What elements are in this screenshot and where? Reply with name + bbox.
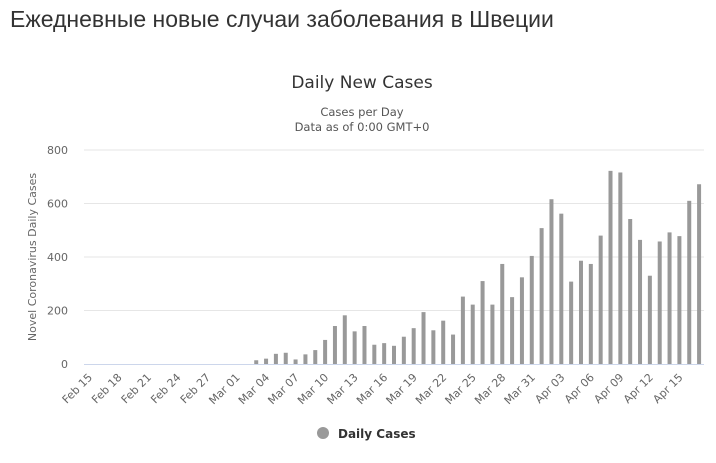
x-tick-label: Mar 13 — [325, 371, 361, 407]
x-tick-label: Apr 06 — [562, 371, 597, 406]
y-axis-ticks: 0 200 400 600 800 — [47, 144, 68, 371]
bar[interactable] — [500, 263, 505, 364]
x-tick-label: Feb 24 — [148, 371, 183, 406]
bar[interactable] — [667, 232, 672, 364]
bar[interactable] — [382, 343, 387, 364]
bar[interactable] — [608, 170, 613, 364]
bar[interactable] — [421, 312, 426, 364]
bar[interactable] — [490, 304, 495, 364]
x-tick-label: Feb 21 — [119, 371, 154, 406]
x-tick-label: Apr 03 — [532, 371, 567, 406]
x-tick-label: Mar 25 — [443, 371, 479, 407]
bar[interactable] — [628, 219, 633, 364]
bar[interactable] — [519, 277, 524, 364]
x-tick-label: Mar 22 — [413, 371, 449, 407]
bar[interactable] — [313, 350, 318, 364]
bar[interactable] — [470, 304, 475, 364]
bar[interactable] — [273, 353, 278, 364]
x-tick-label: Mar 04 — [236, 371, 272, 407]
bar[interactable] — [549, 199, 554, 364]
bar[interactable] — [677, 236, 682, 364]
x-tick-label: Mar 10 — [295, 371, 331, 407]
bar[interactable] — [588, 263, 593, 364]
y-tick-label: 0 — [61, 358, 68, 371]
x-tick-label: Feb 18 — [89, 371, 124, 406]
bar[interactable] — [539, 228, 544, 364]
y-tick-label: 400 — [47, 251, 68, 264]
bar[interactable] — [510, 297, 515, 364]
bar[interactable] — [647, 275, 652, 364]
legend-label[interactable]: Daily Cases — [338, 427, 416, 441]
x-tick-label: Feb 27 — [178, 371, 213, 406]
bar[interactable] — [559, 213, 564, 364]
x-tick-label: Apr 12 — [621, 371, 656, 406]
bar[interactable] — [303, 354, 308, 364]
x-tick-label: Mar 31 — [502, 371, 538, 407]
bar-series — [254, 170, 702, 364]
y-tick-label: 800 — [47, 144, 68, 157]
bar[interactable] — [451, 334, 456, 364]
bar[interactable] — [441, 320, 446, 364]
bar[interactable] — [618, 172, 623, 364]
bar[interactable] — [687, 200, 692, 364]
y-tick-label: 600 — [47, 198, 68, 211]
x-tick-label: Feb 15 — [60, 371, 95, 406]
x-tick-label: Mar 16 — [354, 371, 390, 407]
bar[interactable] — [569, 281, 574, 364]
x-tick-label: Mar 07 — [265, 371, 301, 407]
bar[interactable] — [657, 241, 662, 364]
x-tick-label: Mar 19 — [384, 371, 420, 407]
bar[interactable] — [460, 296, 465, 364]
x-tick-label: Apr 09 — [591, 371, 626, 406]
chart-subtitle-date: Data as of 0:00 GMT+0 — [295, 120, 430, 134]
x-tick-label: Apr 15 — [650, 371, 685, 406]
bar[interactable] — [638, 239, 643, 364]
bar[interactable] — [598, 235, 603, 364]
bar[interactable] — [323, 339, 328, 364]
page-title: Ежедневные новые случаи заболевания в Шв… — [10, 6, 554, 32]
bar[interactable] — [254, 360, 259, 364]
bar[interactable] — [264, 358, 269, 364]
bar[interactable] — [401, 336, 406, 364]
bar[interactable] — [480, 281, 485, 364]
x-tick-label: Mar 28 — [472, 371, 508, 407]
y-tick-label: 200 — [47, 305, 68, 318]
y-axis-label: Novel Coronavirus Daily Cases — [26, 173, 39, 341]
bar[interactable] — [578, 260, 583, 364]
bar[interactable] — [293, 359, 298, 364]
legend[interactable]: Daily Cases — [317, 427, 416, 441]
bar[interactable] — [529, 255, 534, 364]
chart-title: Daily New Cases — [291, 73, 433, 93]
bar[interactable] — [697, 184, 702, 364]
chart-subtitle: Cases per Day — [320, 105, 403, 119]
bar[interactable] — [431, 330, 436, 364]
bar[interactable] — [411, 328, 416, 364]
bar[interactable] — [342, 315, 347, 364]
bar[interactable] — [332, 326, 337, 364]
bar[interactable] — [392, 345, 396, 364]
bar[interactable] — [362, 326, 367, 364]
bar[interactable] — [372, 344, 377, 364]
bar[interactable] — [283, 352, 288, 364]
bar[interactable] — [352, 331, 357, 364]
legend-marker[interactable] — [317, 427, 329, 439]
x-tick-label: Mar 01 — [206, 371, 242, 407]
